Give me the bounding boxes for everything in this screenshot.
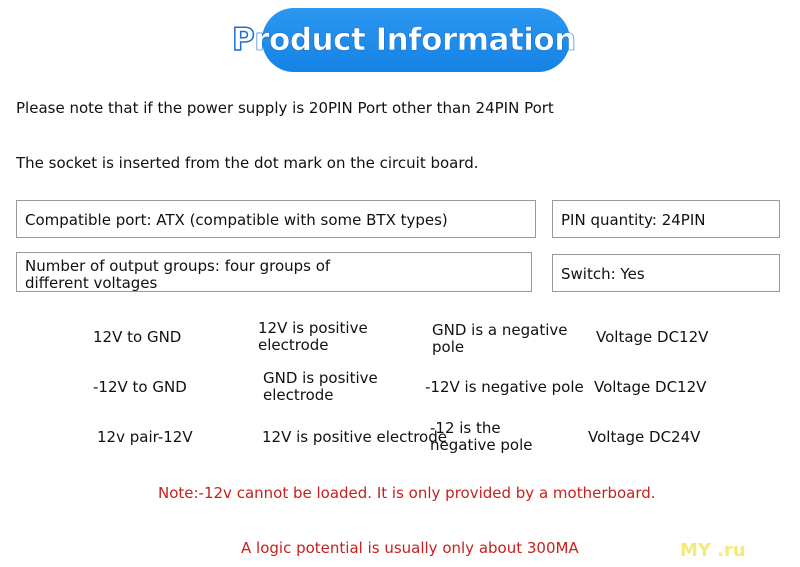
logic-potential-note: A logic potential is usually only about … xyxy=(241,539,579,557)
spec-compatible-port: Compatible port: ATX (compatible with so… xyxy=(16,200,536,238)
title-pill xyxy=(262,8,570,72)
cell: Voltage DC24V xyxy=(588,428,701,446)
cell: 12V to GND xyxy=(93,328,182,346)
spec-switch: Switch: Yes xyxy=(552,254,780,292)
note-20pin: Please note that if the power supply is … xyxy=(16,99,554,117)
page-title: Product Information xyxy=(231,21,576,59)
cell: Voltage DC12V xyxy=(594,378,707,396)
cell: GND is a negative pole xyxy=(432,321,568,356)
cell: Voltage DC12V xyxy=(596,328,709,346)
watermark: MY .ru xyxy=(680,540,746,561)
spec-output-groups: Number of output groups: four groups of … xyxy=(16,252,532,292)
cell: -12 is the negative pole xyxy=(430,419,533,454)
note-socket: The socket is inserted from the dot mark… xyxy=(16,154,479,172)
cell: -12V is negative pole xyxy=(425,378,584,396)
warning-note: Note:-12v cannot be loaded. It is only p… xyxy=(158,484,656,502)
spec-pin-quantity: PIN quantity: 24PIN xyxy=(552,200,780,238)
cell: -12V to GND xyxy=(93,378,187,396)
cell: GND is positive electrode xyxy=(263,369,378,404)
cell: 12V is positive electrode xyxy=(262,428,447,446)
cell: 12V is positive electrode xyxy=(258,319,368,354)
cell: 12v pair-12V xyxy=(97,428,193,446)
